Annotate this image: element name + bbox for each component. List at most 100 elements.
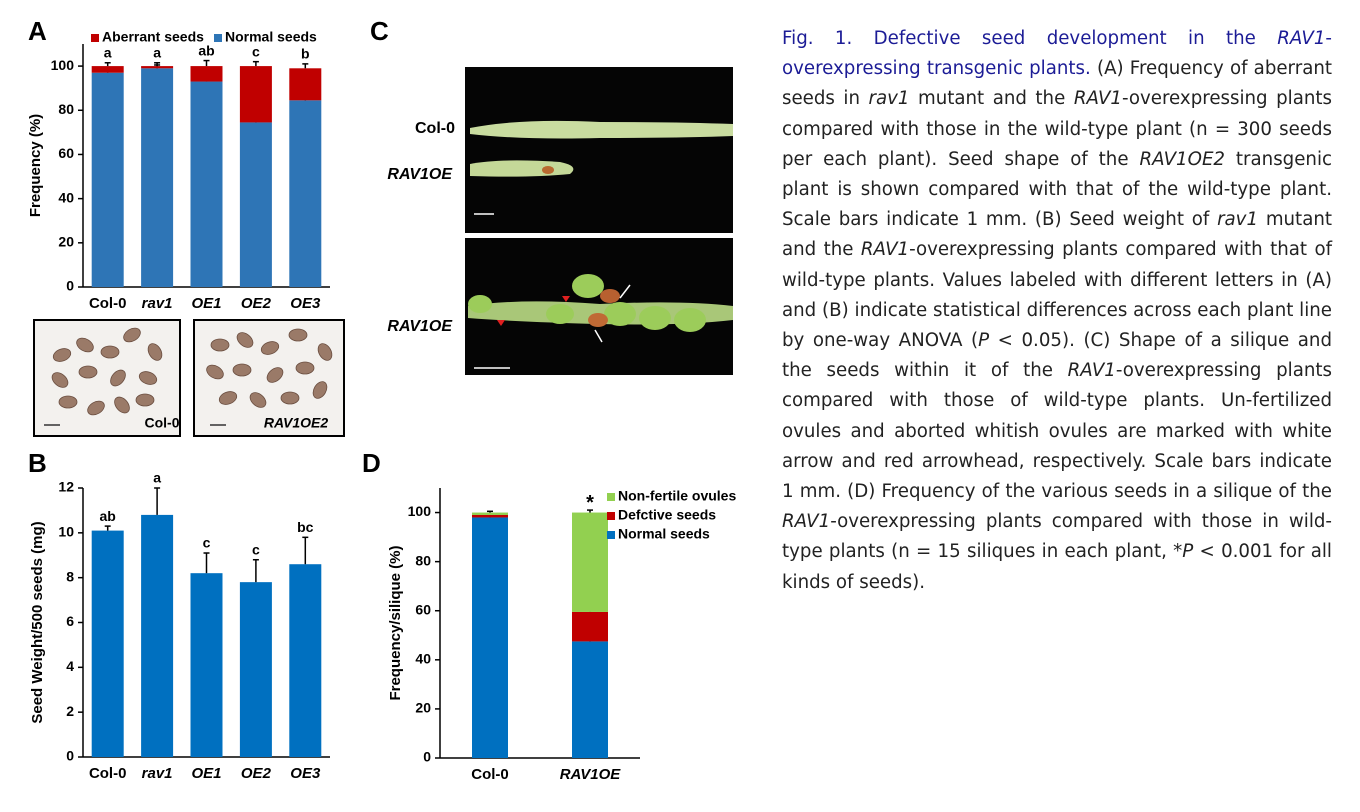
y-tick-label: 2 [66, 703, 74, 719]
caption-title: Fig. 1. Defective seed development in th… [782, 28, 1332, 79]
legend-swatch [607, 512, 615, 520]
letter-label: a [153, 470, 161, 486]
y-tick-label: 40 [58, 189, 74, 205]
caption-text: P [1182, 541, 1194, 563]
caption-text: mutant and the [909, 88, 1074, 110]
bar-segment [239, 66, 272, 123]
bar-segment [572, 611, 608, 642]
letter-label: b [301, 46, 310, 62]
panel-label: D [362, 448, 381, 478]
photo-label: RAV1OE2 [264, 415, 329, 431]
bar-segment [472, 512, 508, 515]
panel-label: B [28, 448, 47, 478]
legend-swatch [214, 34, 222, 42]
caption-text: RAV1 [1067, 360, 1116, 382]
letter-label: c [252, 541, 260, 557]
legend-label: Normal seeds [618, 526, 710, 542]
caption-text: transgenic plant is shown compared with … [782, 148, 1332, 231]
legend-swatch [91, 34, 99, 42]
y-tick-label: 0 [423, 749, 431, 765]
y-tick-label: 8 [66, 568, 74, 584]
letter-label: ab [198, 42, 214, 58]
significance-label: * [586, 492, 594, 514]
x-tick-label: rav1 [142, 295, 173, 312]
x-tick-label: Col-0 [471, 766, 509, 783]
caption-text: RAV1 [1277, 28, 1326, 49]
caption-text: RAV1OE2 [1139, 148, 1226, 170]
caption-text: < 0.001 for all kinds of seeds). [782, 541, 1332, 593]
caption-text: (A) Frequency of aberrant seeds in [782, 58, 1332, 110]
caption-text: -overexpressing plants compared with tho… [782, 511, 1332, 563]
photo-label: Col-0 [415, 120, 455, 137]
caption-text: P [978, 330, 990, 352]
seed-photo [193, 319, 345, 437]
caption-text: Fig. 1. Defective seed development in th… [782, 28, 1278, 49]
bar-segment [91, 72, 124, 287]
photo-label: Col-0 [145, 415, 180, 431]
caption-text: < 0.05). (C) Shape of a silique and the … [782, 330, 1332, 382]
bar-segment [289, 68, 322, 101]
silique-photo [465, 67, 733, 233]
bar-segment [472, 515, 508, 518]
bar [239, 582, 272, 757]
y-axis-label: Frequency/silique (%) [387, 545, 404, 700]
y-tick-label: 80 [58, 101, 74, 117]
x-tick-label: OE1 [191, 295, 221, 312]
caption: Fig. 1. Defective seed development in th… [782, 24, 1332, 598]
caption-text: mutant and the [782, 209, 1332, 261]
letter-label: a [104, 44, 112, 60]
bar-segment [190, 66, 223, 82]
y-tick-label: 0 [66, 748, 74, 764]
legend-label: Normal seeds [225, 29, 317, 45]
x-tick-label: OE1 [191, 765, 221, 782]
photo-label: RAV1OE [387, 318, 453, 335]
x-tick-label: OE2 [241, 765, 272, 782]
y-tick-label: 100 [51, 57, 75, 73]
legend-label: Defctive seeds [618, 507, 716, 523]
letter-label: a [153, 44, 161, 60]
y-tick-label: 10 [58, 524, 74, 540]
panel-label: A [28, 16, 47, 46]
x-tick-label: Col-0 [89, 295, 127, 312]
y-tick-label: 20 [58, 234, 74, 250]
letter-label: bc [297, 519, 314, 535]
y-tick-label: 60 [58, 145, 74, 161]
y-axis-label: Frequency (%) [27, 114, 44, 217]
caption-text: RAV1 [782, 511, 831, 533]
x-tick-label: OE3 [290, 765, 321, 782]
seed-photo [33, 319, 181, 437]
bar-segment [141, 66, 174, 69]
bar [91, 530, 124, 757]
legend-swatch [607, 531, 615, 539]
bar-segment [572, 512, 608, 612]
photo-label: RAV1OE [387, 166, 453, 183]
caption-text: -overexpressing plants compared with tho… [782, 88, 1332, 170]
bar-segment [572, 641, 608, 758]
caption-text: RAV1 [860, 239, 910, 261]
bar-segment [91, 66, 124, 73]
letter-label: c [203, 535, 211, 551]
bar-segment [289, 100, 322, 287]
y-tick-label: 4 [66, 658, 74, 674]
figure-panels: Col-0 RAV1OE2 C Col-0 RAV1OE RAV1OE A Fre… [27, 16, 736, 783]
caption-text: rav1 [868, 88, 910, 110]
y-tick-label: 100 [408, 503, 432, 519]
caption-text: -overexpressing plants compared with tho… [782, 360, 1332, 503]
y-tick-label: 12 [58, 479, 74, 495]
legend-swatch [607, 493, 615, 501]
bar-segment [190, 81, 223, 288]
bar [190, 573, 223, 757]
silique-photo [465, 238, 733, 375]
bar-segment [141, 68, 174, 287]
y-axis-label: Seed Weight/500 seeds (mg) [29, 521, 46, 723]
panel-label: C [370, 16, 389, 46]
bar [141, 514, 174, 757]
caption-text: rav1 [1217, 209, 1259, 231]
caption-text: RAV1 [1073, 88, 1122, 110]
caption-text: -overexpressing transgenic plants. [782, 28, 1332, 80]
y-tick-label: 6 [66, 613, 74, 629]
y-tick-label: 40 [415, 651, 431, 667]
y-tick-label: 60 [415, 601, 431, 617]
bar-segment [472, 517, 508, 758]
